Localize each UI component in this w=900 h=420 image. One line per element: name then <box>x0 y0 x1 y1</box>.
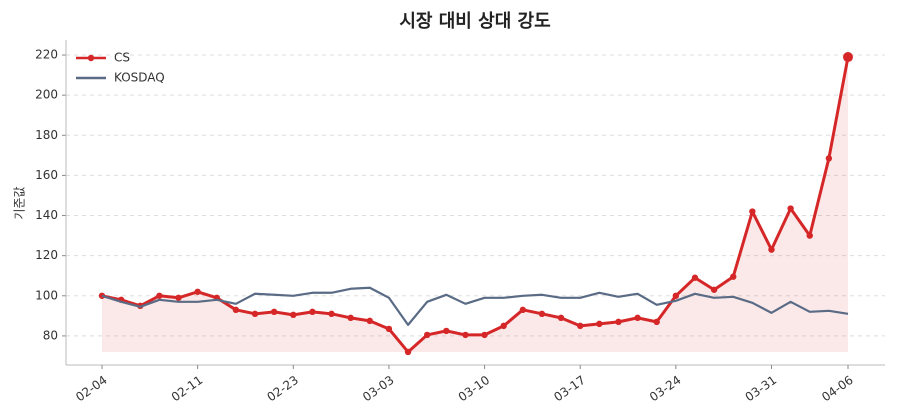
marker <box>251 310 259 318</box>
y-tick-label: 200 <box>35 88 58 102</box>
y-axis-label: 기준값 <box>13 186 27 219</box>
chart-title: 시장 대비 상대 강도 <box>399 11 550 32</box>
marker <box>443 327 450 335</box>
area <box>102 57 848 352</box>
marker <box>730 273 737 280</box>
x-tick-label: 02-04 <box>73 373 110 404</box>
marker <box>423 331 431 339</box>
y-tick-label: 140 <box>35 208 58 222</box>
line <box>101 286 849 326</box>
marker <box>653 318 660 326</box>
marker <box>825 155 833 162</box>
marker <box>672 292 680 299</box>
marker <box>557 314 565 322</box>
y-tick-label: 220 <box>35 48 58 62</box>
marker <box>328 310 335 318</box>
x-tick-label: 03-03 <box>360 373 397 404</box>
marker <box>634 314 641 322</box>
x-tick-label: 03-10 <box>456 373 493 404</box>
marker <box>577 322 584 330</box>
x-tick-label: 02-23 <box>264 373 301 404</box>
marker <box>347 314 354 322</box>
y-tick-label: 100 <box>35 288 58 302</box>
y-tick-label: 120 <box>35 248 58 262</box>
legend-label: CS <box>114 51 130 65</box>
x-tick-label: 02-11 <box>169 373 206 404</box>
marker <box>710 286 718 293</box>
marker <box>481 331 488 339</box>
line <box>101 56 850 354</box>
marker <box>787 205 794 212</box>
x-tick-label: 03-31 <box>743 373 780 404</box>
marker <box>843 52 853 63</box>
marker <box>806 232 813 239</box>
legend-marker <box>87 54 95 62</box>
y-tick-label: 160 <box>35 168 58 182</box>
marker <box>519 306 527 314</box>
marker <box>385 325 393 333</box>
x-tick-label: 03-24 <box>647 373 684 404</box>
marker <box>691 274 699 281</box>
marker <box>768 246 775 253</box>
y-tick-label: 80 <box>43 328 58 342</box>
marker <box>500 322 507 330</box>
marker <box>270 308 278 316</box>
legend-label: KOSDAQ <box>114 71 165 85</box>
marker <box>175 294 182 301</box>
marker <box>194 288 201 295</box>
marker <box>462 331 469 339</box>
x-tick-label: 04-06 <box>819 373 856 404</box>
marker <box>596 320 603 328</box>
marker <box>309 308 316 316</box>
y-tick-label: 180 <box>35 128 58 142</box>
marker <box>538 310 546 318</box>
marker <box>156 292 163 299</box>
marker <box>366 317 373 325</box>
marker <box>290 311 297 319</box>
marker <box>749 208 756 215</box>
x-tick-label: 03-17 <box>551 373 588 404</box>
marker <box>232 306 240 314</box>
marker <box>615 318 622 326</box>
marker <box>404 348 412 356</box>
